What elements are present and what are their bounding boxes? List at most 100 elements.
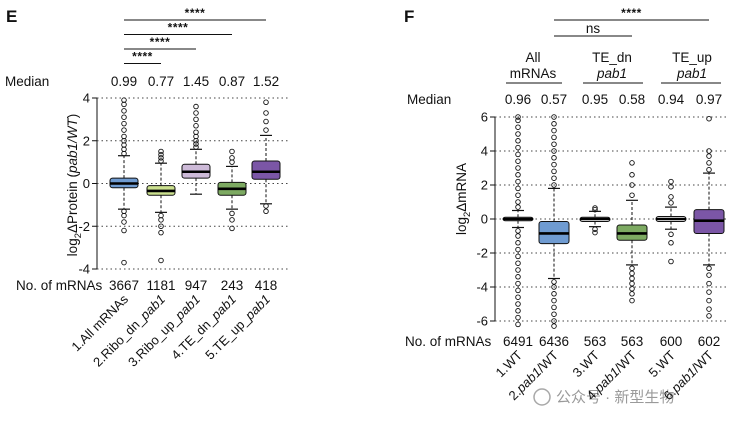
panel-e-count-value: 1181: [146, 278, 175, 293]
panel-f-outlier-point: [515, 308, 521, 314]
panel-e-significance-label: ****: [132, 50, 153, 64]
panel-f-count-value: 563: [621, 334, 644, 349]
panel-f-outlier-point: [515, 294, 521, 300]
panel-f-outlier-point: [706, 306, 712, 312]
panel-e-outlier-point: [263, 110, 269, 116]
panel-f-outlier-point: [706, 166, 712, 173]
panel-f-median-value: 0.95: [582, 92, 608, 107]
panel-e-outlier-point: [121, 259, 127, 266]
panel-e-outlier-point: [263, 127, 269, 133]
panel-f-outlier-point: [551, 127, 557, 134]
panel-f-outlier-point: [551, 168, 557, 175]
panel-f-outlier-point: [515, 144, 521, 151]
panel-f-outlier-point: [668, 183, 674, 190]
panel-f-category-label: 3.WT: [570, 347, 603, 380]
panel-e-box-2: [146, 148, 176, 264]
panel-f-outlier-point: [515, 138, 521, 144]
panel-f-outlier-point: [515, 233, 521, 239]
panel-e-significance-bracket: ****: [124, 35, 196, 50]
panel-f-outlier-point: [551, 297, 557, 304]
panel-f-y-tick-label: 6: [481, 110, 488, 125]
group-all-line2: mRNAs: [510, 66, 557, 81]
panel-f-count-value: 602: [698, 334, 721, 349]
panel-e-significance-label: ****: [150, 35, 171, 49]
panel-e-y-tick-label: 2: [83, 133, 90, 148]
panel-e-box-body: [251, 160, 281, 180]
panel-f-median-value: 0.97: [696, 92, 722, 107]
group-te-dn-line2: pab1: [596, 66, 627, 81]
watermark: 公众号 · 新型生物: [533, 388, 674, 406]
panel-e-outlier-point: [121, 97, 127, 103]
panel-f-outlier-point: [592, 206, 598, 213]
panel-f-outlier-point: [592, 229, 598, 236]
panel-f-outlier-point: [551, 175, 557, 181]
panel-f-category-label: 5.WT: [646, 347, 679, 380]
panel-f-category-prefix: 5.WT: [646, 347, 679, 380]
panel-f-y-tick-label: 0: [481, 212, 488, 227]
panel-f-outlier-point: [629, 192, 635, 198]
panel-f-outlier-point: [515, 192, 521, 198]
panel-f-box-4: [616, 160, 648, 304]
panel-e-y-axis-label: log2ΔProtein (pab1/WT): [65, 114, 84, 257]
panel-e-outlier-point: [229, 155, 235, 161]
panel-f-outlier-point: [515, 204, 521, 210]
panel-f-y-tick-label: 2: [481, 178, 488, 193]
panel-f-group-header-te-dn: TE_dn pab1: [583, 50, 643, 84]
panel-e-box-3: [181, 103, 211, 195]
panel-e-significance-bracket: ****: [124, 21, 232, 36]
panel-e-outlier-point: [121, 212, 127, 219]
panel-f-group-header-te-up: TE_up pab1: [661, 50, 721, 84]
panel-f-outlier-point: [515, 117, 521, 124]
panel-e-outlier-point: [229, 225, 235, 232]
panel-f-significance-bracket: ns: [554, 21, 632, 37]
panel-e-letter: E: [6, 7, 17, 26]
panel-e-outlier-point: [158, 148, 164, 155]
panel-e-median-label: Median: [5, 74, 49, 89]
panel-e-median-value: 0.87: [219, 74, 245, 89]
panel-e-outlier-point: [193, 123, 199, 129]
panel-f-significance-label: ns: [586, 21, 601, 36]
panel-f-outlier-point: [668, 178, 674, 185]
panel-f-outlier-point: [629, 270, 635, 277]
panel-e-count-value: 947: [185, 278, 208, 293]
panel-f-outlier-point: [515, 131, 521, 137]
panel-e-ylabel-sub: 2: [73, 233, 84, 238]
panel-f-ylabel-mid: ΔmRNA: [454, 163, 469, 212]
panel-f-outlier-point: [551, 182, 557, 188]
panel-e-outlier-point: [158, 223, 164, 229]
panel-f-significance-label: ****: [621, 6, 642, 20]
panel-e-ylabel-post: ): [65, 114, 80, 119]
panel-e-outlier-point: [229, 148, 235, 155]
panel-f-outlier-point: [515, 301, 521, 307]
group-te-up-line2: pab1: [676, 66, 707, 81]
panel-f-outlier-point: [592, 226, 598, 232]
panel-f-outlier-point: [668, 258, 674, 265]
panel-f-outlier-point: [551, 291, 557, 297]
panel-f-outlier-point: [629, 297, 635, 304]
panel-f-outlier-point: [629, 280, 635, 287]
panel-e-outlier-point: [158, 151, 164, 158]
panel-f-box-5: [655, 178, 687, 265]
panel-f-outlier-point: [515, 274, 521, 280]
panel-e-outlier-point: [229, 217, 235, 223]
panel-f-outlier-point: [629, 291, 635, 297]
panel-f-count-value: 563: [584, 334, 607, 349]
panel-f-outlier-point: [629, 265, 635, 272]
panel-e-median-value: 1.52: [253, 74, 279, 89]
panel-e-box-4: [217, 148, 247, 232]
panel-f-count-value: 6436: [539, 334, 569, 349]
panel-e-count-value: 418: [255, 278, 278, 293]
panel-f-outlier-point: [551, 284, 557, 290]
panel-e-outlier-point: [193, 103, 199, 110]
panel-f-y-axis-label: log2ΔmRNA: [454, 163, 473, 235]
panel-e-outlier-point: [121, 227, 127, 234]
group-te-up-line1: TE_up: [672, 50, 712, 65]
panel-f-outlier-point: [706, 160, 712, 166]
watermark-text: 公众号 · 新型生物: [556, 389, 674, 406]
panel-f-outlier-point: [551, 134, 557, 141]
panel-f-y-tick-label: 4: [481, 144, 488, 159]
panel-f-outlier-point: [515, 314, 521, 321]
panel-f-outlier-point: [515, 158, 521, 164]
panel-f-outlier-point: [629, 182, 635, 188]
